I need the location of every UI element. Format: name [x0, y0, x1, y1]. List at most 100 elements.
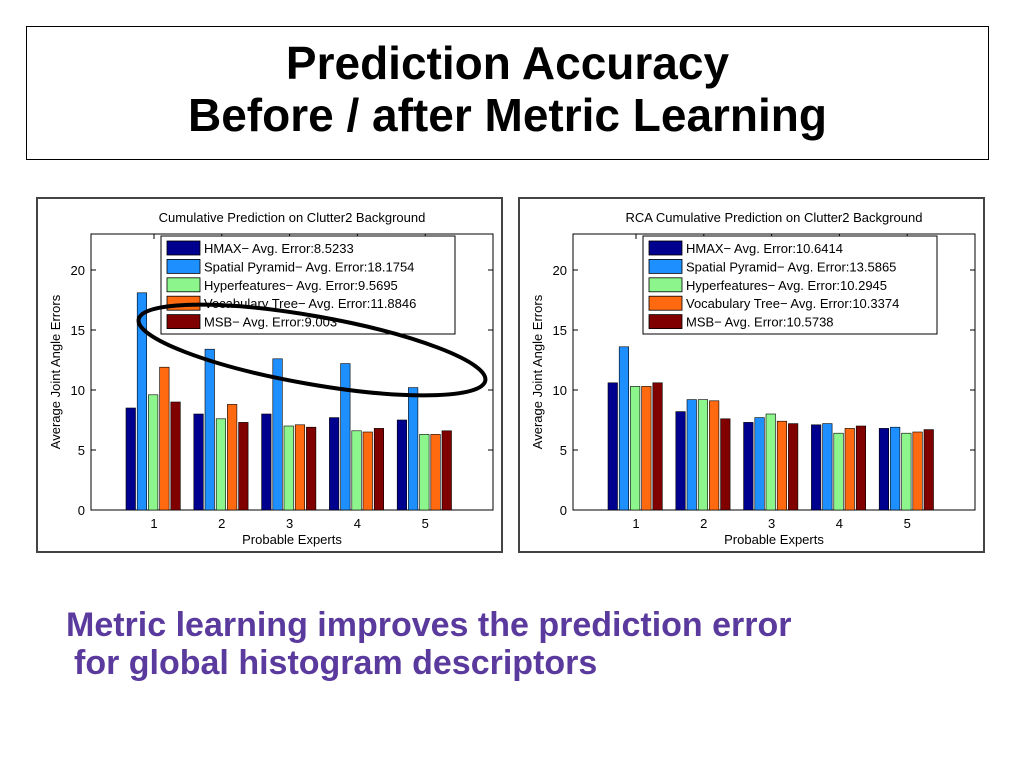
- legend-swatch-hmax: [166, 240, 201, 256]
- bar-vocabulary-tree: [912, 431, 923, 511]
- bar-hyperfeatures: [697, 399, 708, 511]
- legend-swatch-hyperfeatures: [166, 277, 201, 293]
- bar-hyperfeatures: [765, 413, 776, 511]
- highlight-ellipse: [136, 302, 488, 398]
- x-tick-label: 2: [700, 516, 707, 531]
- legend-box: [160, 235, 456, 335]
- chart-title: Cumulative Prediction on Clutter2 Backgr…: [159, 210, 426, 225]
- bar-msb: [373, 428, 385, 511]
- bar-hyperfeatures: [215, 418, 226, 511]
- bar-spatial-pyramid: [204, 348, 215, 511]
- chart-before-metric-learning: Cumulative Prediction on Clutter2 Backgr…: [36, 197, 503, 553]
- bar-msb: [923, 429, 934, 511]
- legend-label-hmax: HMAX− Avg. Error:8.5233: [204, 241, 354, 256]
- bar-hmax: [607, 382, 618, 511]
- legend-label-hyperfeatures: Hyperfeatures− Avg. Error:9.5695: [204, 278, 398, 293]
- slide-title-line-1: Prediction Accuracy: [285, 37, 730, 89]
- bar-hyperfeatures: [351, 430, 362, 511]
- x-tick-label: 1: [632, 516, 639, 531]
- y-tick-label: 10: [553, 383, 567, 398]
- bar-msb: [720, 418, 731, 511]
- legend-swatch-vocabulary-tree: [648, 295, 683, 311]
- y-tick-label: 15: [71, 323, 85, 338]
- bar-hmax: [878, 428, 890, 511]
- slide-caption: Metric learning improves the prediction …: [66, 606, 966, 682]
- bar-hyperfeatures: [833, 432, 844, 511]
- legend-label-hyperfeatures: Hyperfeatures− Avg. Error:10.2945: [686, 278, 887, 293]
- legend-swatch-spatial-pyramid: [648, 259, 683, 274]
- bar-spatial-pyramid: [408, 387, 419, 511]
- bar-msb: [170, 401, 181, 511]
- bar-spatial-pyramid: [618, 346, 629, 511]
- slide-title-box: Prediction Accuracy Before / after Metri…: [26, 26, 989, 160]
- bar-spatial-pyramid: [890, 426, 901, 511]
- bar-hmax: [193, 413, 204, 511]
- x-axis-label: Probable Experts: [242, 532, 342, 547]
- bar-hmax: [675, 411, 686, 511]
- legend-label-msb: MSB− Avg. Error:10.5738: [686, 315, 834, 330]
- bar-vocabulary-tree: [362, 431, 373, 511]
- bar-vocabulary-tree: [641, 386, 652, 511]
- bar-hyperfeatures: [148, 394, 159, 511]
- legend-swatch-spatial-pyramid: [166, 259, 201, 274]
- legend-label-vocabulary-tree: Vocabulary Tree− Avg. Error:11.8846: [204, 296, 416, 311]
- y-tick-label: 20: [71, 263, 85, 278]
- legend-swatch-hmax: [648, 240, 683, 256]
- y-tick-label: 15: [553, 323, 567, 338]
- bar-hmax: [743, 422, 754, 511]
- bar-msb: [652, 382, 663, 511]
- bar-spatial-pyramid: [272, 358, 283, 511]
- chart-after-metric-learning: RCA Cumulative Prediction on Clutter2 Ba…: [518, 197, 985, 553]
- x-tick-label: 5: [904, 516, 911, 531]
- bar-vocabulary-tree: [430, 434, 441, 511]
- bar-hmax: [125, 407, 136, 511]
- y-tick-label: 0: [560, 503, 567, 518]
- bar-vocabulary-tree: [709, 400, 720, 511]
- y-tick-label: 20: [553, 263, 567, 278]
- legend-swatch-msb: [166, 314, 201, 329]
- caption-line-2: for global histogram descriptors: [74, 644, 598, 682]
- bar-msb: [788, 423, 799, 511]
- legend-label-spatial-pyramid: Spatial Pyramid− Avg. Error:18.1754: [204, 259, 414, 274]
- bar-spatial-pyramid: [754, 417, 765, 511]
- bar-spatial-pyramid: [686, 399, 697, 511]
- x-tick-label: 3: [768, 516, 775, 531]
- bar-vocabulary-tree: [776, 420, 788, 511]
- y-tick-label: 10: [71, 383, 85, 398]
- bar-spatial-pyramid: [822, 423, 833, 511]
- bar-vocabulary-tree: [227, 404, 238, 511]
- bar-vocabulary-tree: [844, 428, 855, 511]
- slide-title-line-2: Before / after Metric Learning: [187, 89, 828, 141]
- bar-spatial-pyramid: [340, 363, 351, 511]
- bar-spatial-pyramid: [136, 292, 147, 511]
- bar-hyperfeatures: [901, 432, 912, 511]
- bar-vocabulary-tree: [294, 424, 306, 511]
- legend-label-vocabulary-tree: Vocabulary Tree− Avg. Error:10.3374: [686, 296, 899, 311]
- bar-hyperfeatures: [419, 434, 430, 511]
- x-tick-label: 1: [150, 516, 157, 531]
- x-tick-label: 4: [836, 516, 843, 531]
- y-tick-label: 5: [78, 443, 85, 458]
- bar-msb: [306, 426, 317, 511]
- x-axis-label: Probable Experts: [724, 532, 824, 547]
- x-tick-label: 3: [286, 516, 293, 531]
- chart-right-svg: RCA Cumulative Prediction on Clutter2 Ba…: [530, 210, 976, 547]
- bar-hmax: [396, 419, 408, 511]
- chart-left-svg: Cumulative Prediction on Clutter2 Backgr…: [48, 210, 494, 547]
- legend-box: [642, 235, 938, 335]
- y-tick-label: 0: [78, 503, 85, 518]
- y-axis-label: Average Joint Angle Errors: [530, 294, 545, 449]
- legend-label-hmax: HMAX− Avg. Error:10.6414: [686, 241, 843, 256]
- caption-line-1: Metric learning improves the prediction …: [66, 606, 792, 644]
- bar-msb: [238, 422, 249, 511]
- legend-label-spatial-pyramid: Spatial Pyramid− Avg. Error:13.5865: [686, 259, 896, 274]
- bar-msb: [441, 430, 452, 511]
- x-tick-label: 2: [218, 516, 225, 531]
- bar-hmax: [811, 424, 822, 511]
- legend-swatch-msb: [648, 314, 683, 329]
- x-tick-label: 4: [354, 516, 361, 531]
- y-tick-label: 5: [560, 443, 567, 458]
- x-tick-label: 5: [422, 516, 429, 531]
- bar-vocabulary-tree: [159, 366, 170, 511]
- bar-hmax: [329, 417, 340, 511]
